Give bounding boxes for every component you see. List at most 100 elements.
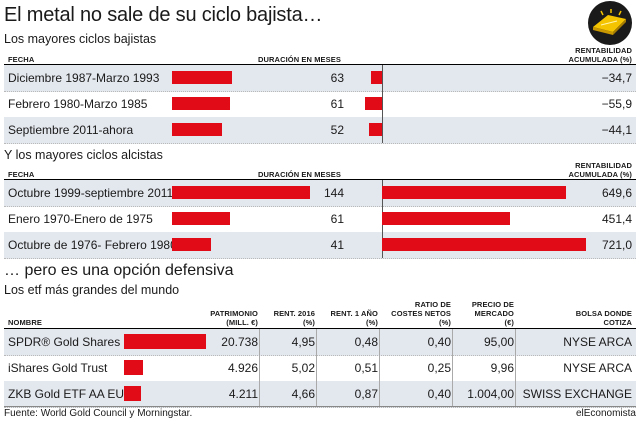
etf-precio: 95,00 [483, 335, 514, 349]
etf-divider [379, 329, 380, 407]
bullish-rent-bar [382, 186, 566, 199]
etf-col-ratio-1: RATIO DE [414, 300, 451, 309]
bearish-row: Septiembre 2011-ahora 52 −44,1 [4, 117, 636, 144]
etf-patrimonio-bar [124, 386, 141, 401]
bearish-duracion: 52 [330, 123, 344, 137]
bullish-rent-bar [382, 238, 586, 251]
etf-patrimonio-bar [124, 360, 144, 375]
bearish-col-duracion: DURACIÓN EN MESES [258, 55, 341, 64]
etf-rent1y: 0,48 [354, 335, 378, 349]
etf-col-rent1y-1: RENT. 1 AÑO [330, 309, 378, 318]
etf-row: SPDR® Gold Shares 20.738 4,95 0,48 0,40 … [4, 329, 636, 356]
bullish-subtitle: Y los mayores ciclos alcistas [4, 148, 163, 162]
bullish-rent: 649,6 [601, 186, 632, 200]
etf-col-ratio-2: COSTES NETOS [391, 309, 451, 318]
bearish-duration-bar [172, 123, 222, 136]
bullish-duration-bar [172, 238, 212, 251]
page-title: El metal no sale de su ciclo bajista… [4, 4, 323, 26]
bearish-fecha: Febrero 1980-Marzo 1985 [8, 97, 148, 111]
etf-col-nombre: NOMBRE [8, 318, 42, 327]
bearish-rent-bar [371, 71, 382, 84]
etf-row: ZKB Gold ETF AA EUR 4.211 4,66 0,87 0,40… [4, 381, 636, 408]
etf-bolsa: NYSE ARCA [563, 335, 632, 349]
bullish-rent: 451,4 [601, 212, 632, 226]
bearish-duration-bar [172, 71, 233, 84]
bearish-rent: −34,7 [601, 71, 632, 85]
bearish-rent-bar [365, 97, 382, 110]
etf-rent2016: 4,95 [291, 335, 315, 349]
etf-ratio: 0,40 [427, 387, 451, 401]
etf-divider [452, 329, 453, 407]
footer-source: Fuente: World Gold Council y Morningstar… [4, 408, 193, 419]
etf-rent2016: 4,66 [291, 387, 315, 401]
bullish-rent-bar [382, 212, 510, 225]
bearish-fecha: Septiembre 2011-ahora [8, 123, 134, 137]
footer-brand: elEconomista [575, 408, 636, 419]
etf-divider [515, 329, 516, 407]
etf-subtitle: Los etf más grandes del mundo [4, 283, 180, 297]
footer-rule [4, 406, 636, 407]
bullish-fecha: Octubre de 1976- Febrero 1980 [8, 238, 177, 252]
bullish-row: Enero 1970-Enero de 1975 61 451,4 [4, 206, 636, 233]
bullish-col-duracion: DURACIÓN EN MESES [258, 170, 341, 179]
bearish-col-rent-2: ACUMULADA (%) [568, 55, 632, 64]
etf-patrimonio-bar [124, 334, 206, 349]
etf-col-ratio-3: (%) [439, 318, 451, 327]
bullish-fecha: Enero 1970-Enero de 1975 [8, 212, 153, 226]
bullish-col-fecha: FECHA [8, 170, 35, 179]
etf-col-bolsa-2: COTIZA [603, 318, 632, 327]
etf-col-precio-1: PRECIO DE [471, 300, 514, 309]
etf-col-bolsa-1: BOLSA DONDE [575, 309, 632, 318]
bullish-duracion: 144 [323, 186, 344, 200]
bearish-rent: −55,9 [601, 97, 632, 111]
etf-precio: 1.004,00 [467, 387, 514, 401]
bearish-col-fecha: FECHA [8, 55, 35, 64]
bullish-col-rent-1: RENTABILIDAD [575, 161, 632, 170]
bullish-duration-bar [172, 212, 231, 225]
bearish-rent-bar [368, 123, 382, 136]
etf-col-rent1y-2: (%) [366, 318, 378, 327]
etf-heading: … pero es una opción defensiva [4, 262, 234, 279]
gold-bar-icon [588, 1, 632, 45]
etf-nombre: SPDR® Gold Shares [8, 335, 121, 349]
bearish-zero-axis [382, 65, 383, 143]
etf-col-rent2016-2: (%) [303, 318, 315, 327]
etf-ratio: 0,40 [427, 335, 451, 349]
etf-patrimonio: 4.211 [228, 387, 258, 401]
bearish-row: Febrero 1980-Marzo 1985 61 −55,9 [4, 91, 636, 118]
bearish-subtitle: Los mayores ciclos bajistas [4, 32, 157, 46]
etf-precio: 9,96 [490, 361, 514, 375]
etf-bolsa: NYSE ARCA [563, 361, 632, 375]
bearish-duracion: 63 [330, 71, 344, 85]
etf-col-patrimonio-2: (MILL. €) [226, 318, 258, 327]
etf-rent1y: 0,87 [354, 387, 378, 401]
etf-rent1y: 0,51 [354, 361, 378, 375]
bullish-duracion: 61 [330, 212, 344, 226]
bearish-col-rent-1: RENTABILIDAD [575, 46, 632, 55]
etf-nombre: ZKB Gold ETF AA EUR [8, 387, 133, 401]
etf-patrimonio: 20.738 [221, 335, 258, 349]
bullish-fecha: Octubre 1999-septiembre 2011 [8, 186, 174, 200]
bearish-row: Diciembre 1987-Marzo 1993 63 −34,7 [4, 65, 636, 92]
bearish-rent: −44,1 [601, 123, 632, 137]
bearish-duracion: 61 [330, 97, 344, 111]
bullish-duration-bar [172, 186, 310, 199]
bearish-duration-bar [172, 97, 231, 110]
bullish-header-rule [4, 179, 636, 180]
etf-col-rent2016-1: RENT. 2016 [273, 309, 315, 318]
etf-ratio: 0,25 [427, 361, 451, 375]
etf-divider [259, 329, 260, 407]
etf-col-patrimonio-1: PATRIMONIO [210, 309, 258, 318]
etf-col-precio-3: (€) [504, 318, 514, 327]
etf-bolsa: SWISS EXCHANGE [522, 387, 632, 401]
etf-rent2016: 5,02 [291, 361, 315, 375]
bullish-duracion: 41 [330, 238, 344, 252]
bearish-header-rule [4, 64, 636, 65]
etf-patrimonio: 4.926 [227, 361, 258, 375]
bearish-fecha: Diciembre 1987-Marzo 1993 [8, 71, 160, 85]
etf-col-precio-2: MERCADO [474, 309, 514, 318]
etf-nombre: iShares Gold Trust [8, 361, 108, 375]
etf-divider [316, 329, 317, 407]
bullish-col-rent-2: ACUMULADA (%) [568, 170, 632, 179]
bullish-rent: 721,0 [601, 238, 632, 252]
